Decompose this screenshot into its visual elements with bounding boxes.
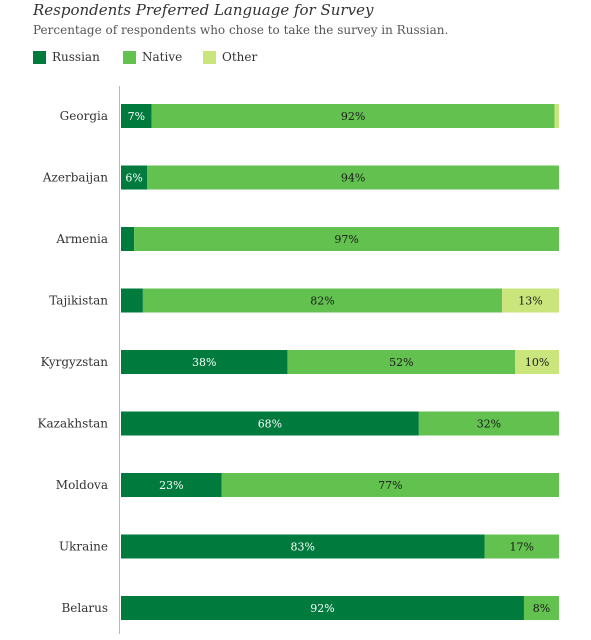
bar-azerbaijan-native [147,165,559,190]
data-label-ukraine-native: 17% [510,541,534,554]
bar-georgia-other [554,104,559,128]
category-label-armenia: Armenia [55,232,108,246]
bar-tajikistan-native [142,288,503,313]
data-label-armenia-native: 97% [334,233,358,246]
category-label-ukraine: Ukraine [59,540,108,554]
data-label-moldova-russian: 23% [159,479,183,492]
chart-subtitle: Percentage of respondents who chose to t… [33,23,449,37]
category-label-azerbaijan: Azerbaijan [42,171,108,185]
chart-title: Respondents Preferred Language for Surve… [33,1,374,19]
legend-swatch-other [203,51,216,64]
bar-ukraine-native [484,534,559,559]
bar-azerbaijan-russian [121,165,148,190]
bar-kyrgyzstan-other [515,350,559,374]
bar-tajikistan-other [502,288,559,313]
legend-label-native: Native [142,50,183,64]
data-label-azerbaijan-russian: 6% [125,172,142,185]
bar-armenia-native [134,227,559,251]
data-label-georgia-native: 92% [341,110,365,123]
bar-belarus-native [523,596,559,620]
category-label-kazakhstan: Kazakhstan [38,417,109,431]
bar-belarus-russian [121,596,524,620]
data-label-kazakhstan-russian: 68% [258,418,282,431]
data-label-kyrgyzstan-russian: 38% [192,356,216,369]
data-label-tajikistan-native: 82% [310,295,334,308]
bar-moldova-russian [121,473,222,497]
category-label-belarus: Belarus [61,601,108,615]
data-label-moldova-native: 77% [378,479,402,492]
data-label-georgia-russian: 7% [128,110,145,123]
bar-kyrgyzstan-russian [121,350,288,374]
data-label-kyrgyzstan-native: 52% [389,356,413,369]
data-label-kyrgyzstan-other: 10% [525,356,549,369]
legend-swatch-native [123,51,136,64]
data-label-belarus-native: 8% [533,602,550,615]
legend-label-other: Other [222,50,258,64]
bar-georgia-russian [121,104,152,128]
bar-moldova-native [221,473,560,497]
data-label-belarus-russian: 92% [310,602,334,615]
data-label-tajikistan-other: 13% [518,295,542,308]
bar-kazakhstan-native [418,411,559,436]
category-label-moldova: Moldova [56,478,108,492]
bar-georgia-native [151,104,555,128]
bar-tajikistan-russian [121,288,143,313]
bar-ukraine-russian [121,534,485,559]
data-label-ukraine-russian: 83% [291,541,315,554]
category-label-georgia: Georgia [60,109,108,123]
bar-armenia-russian [121,227,135,251]
legend-label-russian: Russian [52,50,100,64]
category-label-tajikistan: Tajikistan [49,294,108,308]
legend-swatch-russian [33,51,46,64]
category-label-kyrgyzstan: Kyrgyzstan [41,355,109,369]
data-label-azerbaijan-native: 94% [341,172,365,185]
bar-kyrgyzstan-native [287,350,516,374]
bar-kazakhstan-russian [121,411,419,436]
data-label-kazakhstan-native: 32% [477,418,501,431]
